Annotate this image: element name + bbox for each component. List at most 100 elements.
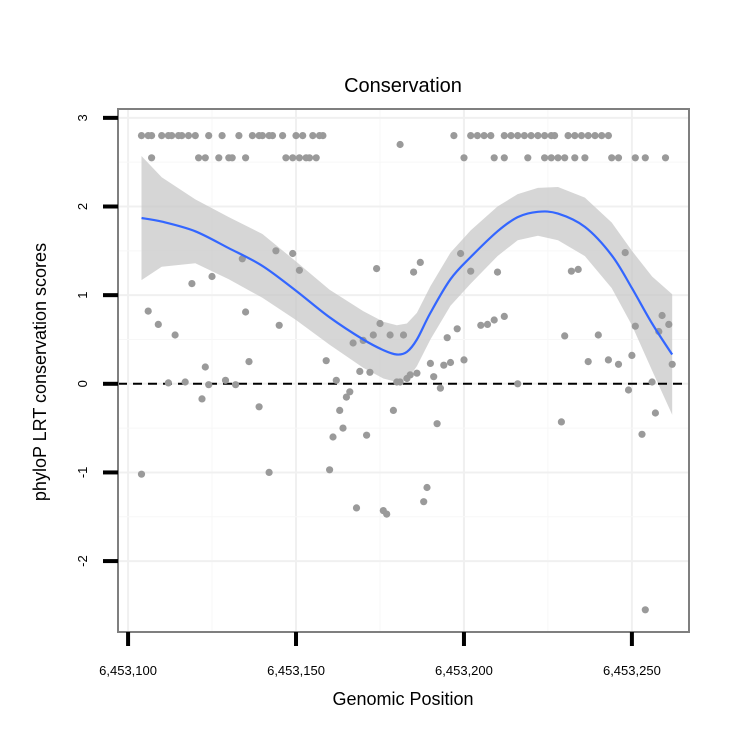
data-point — [577, 132, 586, 140]
data-point — [205, 132, 213, 140]
data-point — [416, 258, 424, 266]
data-point — [268, 132, 277, 140]
data-point — [487, 132, 495, 140]
data-point — [282, 154, 290, 162]
data-point — [564, 132, 572, 140]
data-point — [356, 367, 364, 375]
data-point — [420, 498, 428, 506]
data-point — [258, 132, 266, 140]
data-point — [144, 307, 152, 315]
data-point — [255, 403, 263, 411]
data-point — [295, 154, 303, 162]
data-point — [305, 154, 314, 162]
data-point — [410, 268, 418, 276]
x-axis-label: Genomic Position — [332, 689, 473, 709]
data-point — [638, 430, 646, 438]
data-point — [201, 154, 209, 162]
data-point — [332, 376, 340, 384]
data-point — [614, 154, 623, 162]
data-point — [275, 321, 283, 329]
data-point — [171, 331, 179, 339]
data-point — [423, 483, 431, 492]
confidence-band — [141, 156, 673, 415]
data-point — [571, 154, 579, 162]
data-point — [433, 420, 441, 428]
x-tick-label: 6,453,100 — [99, 663, 157, 678]
data-point — [413, 369, 421, 377]
data-point — [574, 265, 582, 273]
data-point — [473, 132, 481, 140]
data-point — [443, 334, 451, 342]
data-point — [483, 320, 492, 328]
data-point — [467, 267, 475, 275]
data-point — [201, 363, 209, 371]
data-point — [191, 132, 199, 140]
data-point — [628, 351, 636, 359]
data-point — [188, 280, 196, 288]
data-point — [154, 320, 162, 328]
data-point — [460, 154, 468, 162]
data-point — [336, 406, 344, 414]
data-point — [541, 154, 549, 162]
data-point — [500, 154, 508, 162]
y-tick-label: -2 — [75, 555, 90, 567]
data-point — [591, 132, 599, 140]
data-point — [349, 339, 357, 347]
data-point — [386, 331, 394, 339]
data-point — [181, 378, 189, 386]
data-point — [242, 308, 250, 316]
data-point — [665, 320, 673, 328]
data-point — [581, 154, 589, 162]
data-point — [295, 266, 303, 274]
data-point — [480, 132, 488, 140]
data-point — [164, 379, 172, 387]
chart-title: Conservation — [344, 75, 462, 97]
data-point — [493, 268, 502, 276]
data-point — [406, 371, 414, 379]
data-point — [641, 154, 649, 162]
data-point — [221, 376, 230, 384]
data-point — [641, 606, 649, 614]
smooth-curve — [141, 210, 674, 356]
data-point — [352, 504, 361, 512]
y-tick-label: 0 — [75, 380, 90, 387]
data-point — [215, 154, 223, 162]
data-point — [235, 132, 243, 140]
data-point — [426, 359, 434, 367]
y-tick-label: 2 — [75, 203, 90, 210]
data-point — [527, 132, 535, 140]
data-point — [567, 267, 576, 275]
data-points — [137, 132, 676, 614]
data-point — [514, 132, 522, 140]
data-point — [608, 154, 616, 162]
data-point — [430, 373, 438, 381]
data-point — [614, 360, 623, 368]
data-point — [648, 378, 656, 386]
data-point — [631, 154, 639, 162]
axis-ticks: 6,453,100 6,453,150 6,453,200 6,453,250 -2 -1… — [75, 114, 661, 678]
data-point — [218, 132, 226, 140]
data-point — [369, 331, 377, 339]
data-point — [507, 132, 515, 140]
data-point — [265, 468, 273, 476]
data-point — [490, 154, 498, 162]
data-point — [604, 132, 613, 140]
data-point — [228, 154, 236, 162]
data-point — [524, 154, 532, 162]
data-point — [557, 418, 566, 426]
data-point — [668, 360, 676, 368]
data-point — [373, 265, 381, 273]
data-point — [289, 249, 297, 258]
y-tick-label: 3 — [75, 114, 90, 121]
data-point — [346, 388, 354, 396]
data-point — [242, 154, 250, 162]
data-point — [450, 132, 458, 140]
x-tick-label: 6,453,250 — [603, 663, 661, 678]
data-point — [292, 132, 300, 140]
y-tick-label: 1 — [75, 292, 90, 299]
data-point — [547, 154, 555, 162]
data-point — [500, 132, 508, 140]
smooth-line — [141, 210, 674, 356]
data-point — [500, 312, 508, 320]
